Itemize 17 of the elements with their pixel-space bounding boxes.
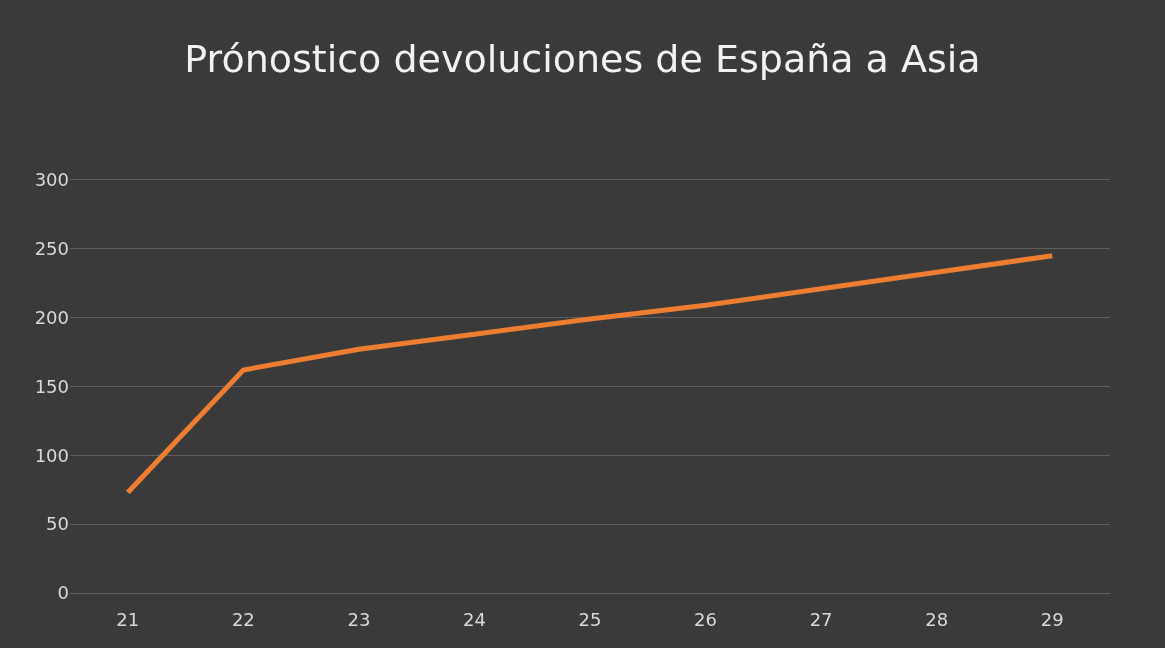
chart-title: Prónostico devoluciones de España a Asia xyxy=(184,36,981,81)
x-tick-label: 29 xyxy=(1040,608,1064,630)
x-tick-label: 22 xyxy=(231,608,255,630)
y-tick-label: 250 xyxy=(34,238,69,260)
y-tick-label: 0 xyxy=(57,582,69,604)
x-tick-label: 26 xyxy=(694,608,718,630)
x-tick-label: 28 xyxy=(925,608,949,630)
y-tick-label: 100 xyxy=(34,444,69,466)
y-tick-label: 150 xyxy=(34,375,69,397)
y-tick-label: 50 xyxy=(46,513,69,535)
x-tick-label: 25 xyxy=(578,608,602,630)
y-tick-label: 200 xyxy=(34,306,69,328)
x-tick-label: 24 xyxy=(462,608,486,630)
x-tick-label: 21 xyxy=(116,608,140,630)
x-tick-label: 23 xyxy=(347,608,371,630)
y-tick-label: 300 xyxy=(34,169,69,191)
x-tick-label: 27 xyxy=(809,608,833,630)
